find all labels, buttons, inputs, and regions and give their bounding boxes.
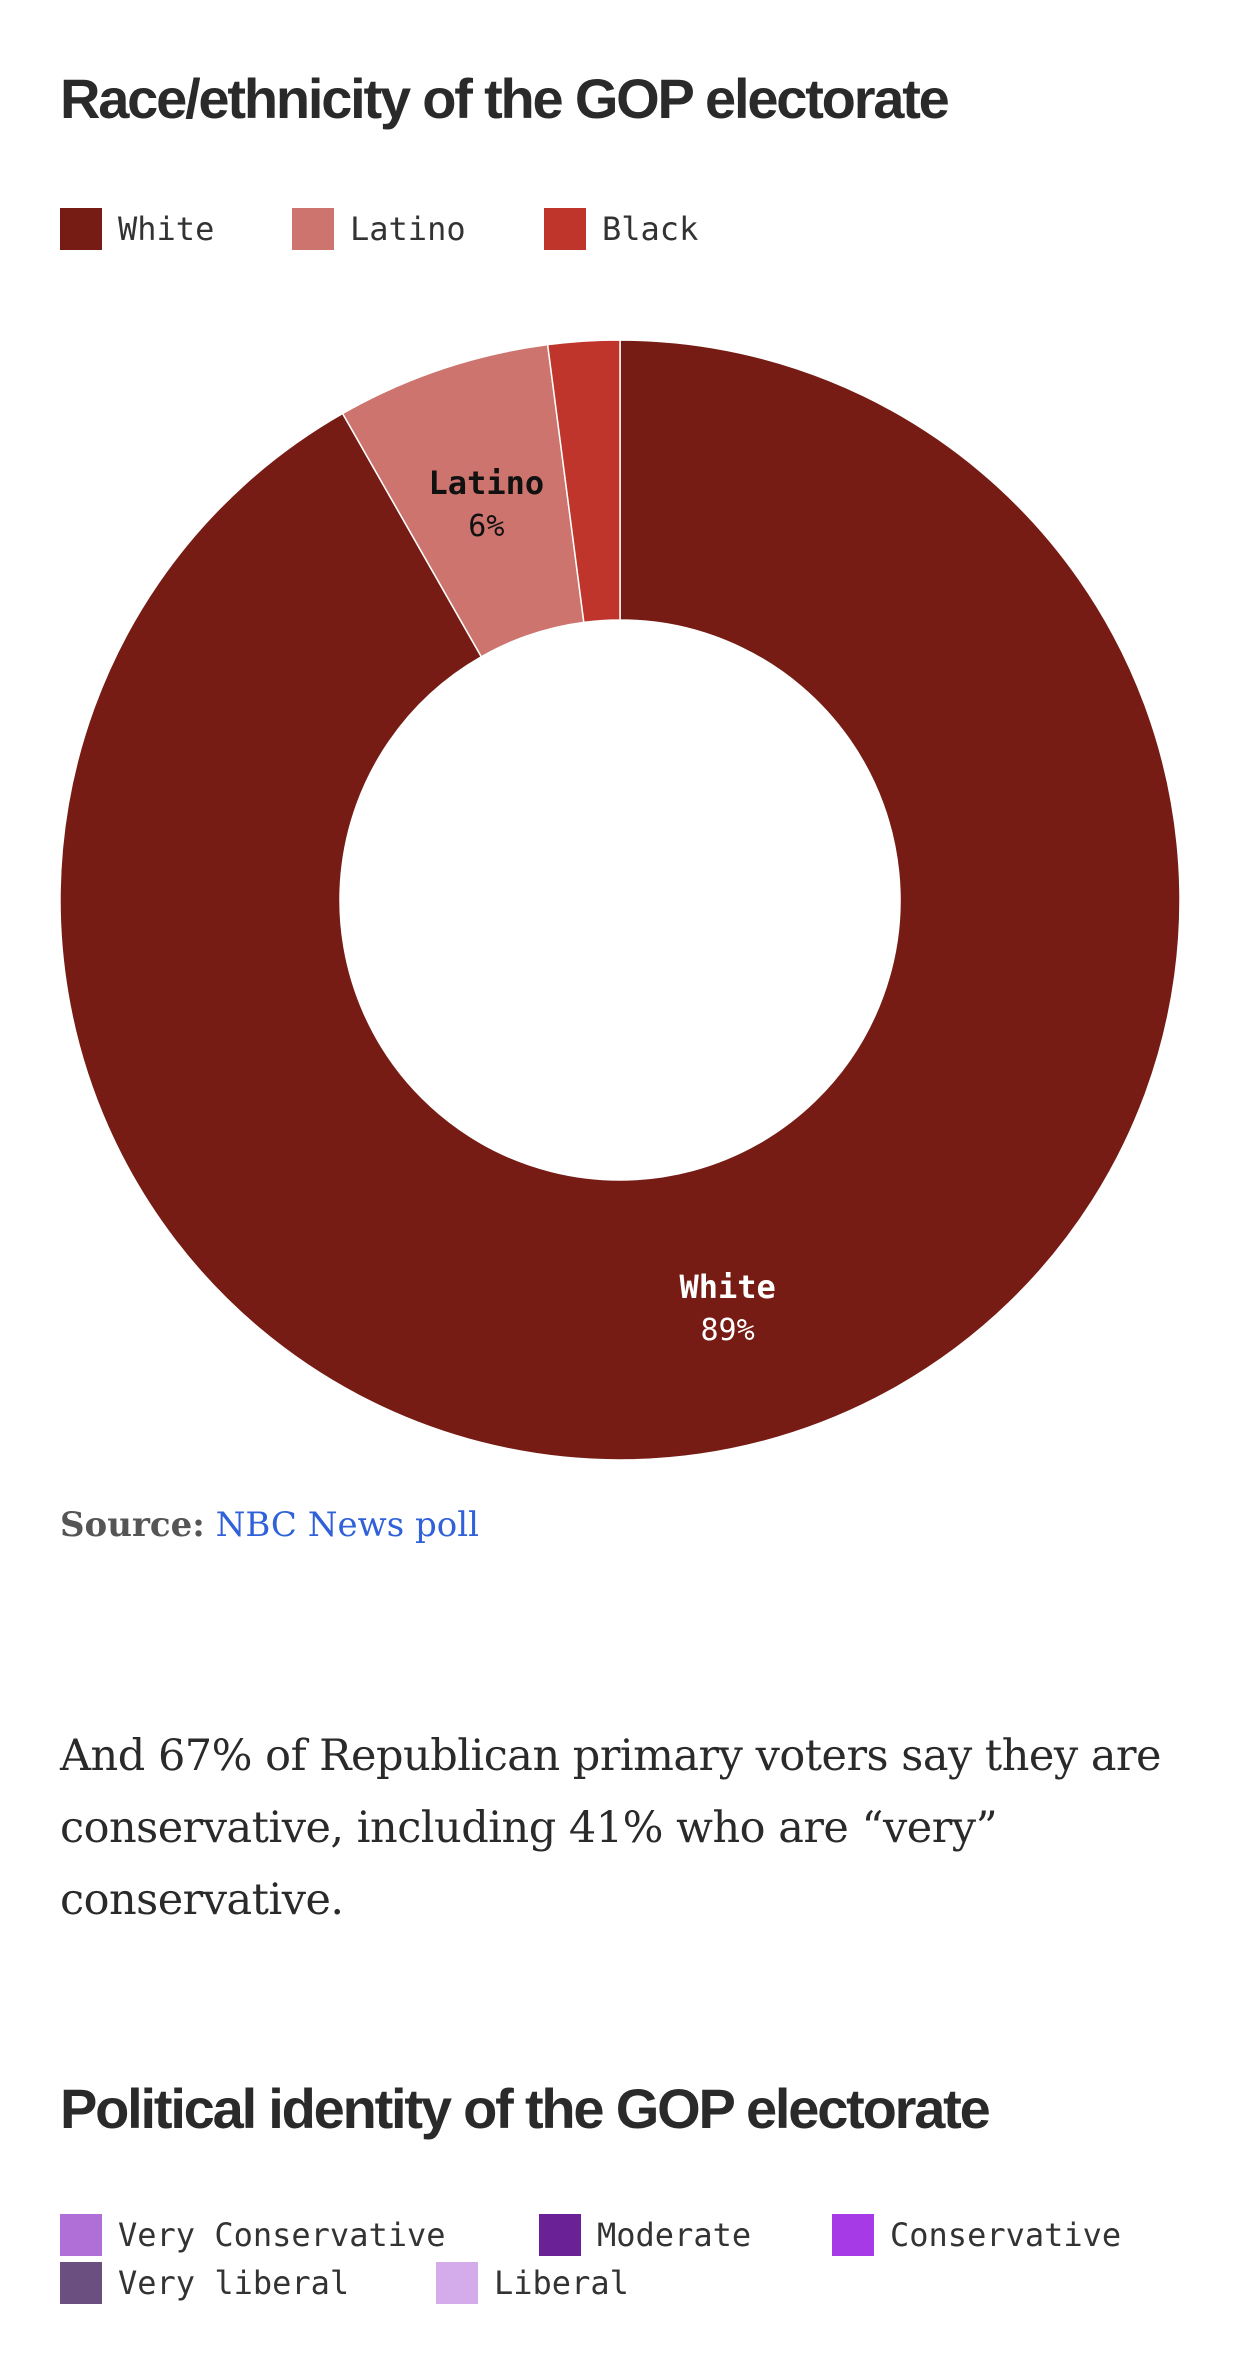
legend-item-white: White [60,208,214,250]
legend-item-black: Black [544,208,698,250]
legend-label-very-conservative: Very Conservative [118,2216,446,2254]
legend-label-latino: Latino [350,210,466,248]
legend-item-very-liberal: Very liberal [60,2262,349,2304]
source-line: Source: NBC News poll [60,1505,479,1545]
donut-chart-race: White 89% Latino 6% [59,339,1181,1461]
legend-item-conservative: Conservative [832,2214,1121,2256]
legend-race: White Latino Black [60,208,1190,252]
chart-title-political-identity: Political identity of the GOP electorate [60,2077,991,2140]
legend-swatch-moderate [539,2214,581,2256]
donut-slice-black [546,339,621,624]
legend-label-black: Black [602,210,699,248]
legend-item-liberal: Liberal [436,2262,629,2304]
body-paragraph: And 67% of Republican primary voters say… [60,1731,1161,1925]
legend-item-moderate: Moderate [539,2214,751,2256]
legend-political-identity: Very Conservative Moderate Conservative Ver… [60,2214,1190,2308]
legend-label-white: White [118,210,215,248]
legend-swatch-liberal [436,2262,478,2304]
legend-label-conservative: Conservative [890,2216,1122,2254]
legend-item-latino: Latino [292,208,466,250]
slice-label-white: White [679,1268,775,1306]
legend-label-moderate: Moderate [597,2216,752,2254]
chart-title-race: Race/ethnicity of the GOP electorate [60,67,950,130]
slice-label-latino: Latino [429,464,545,502]
slice-value-white: 89% [701,1313,755,1348]
legend-swatch-black [544,208,586,250]
slice-value-latino: 6% [468,509,504,544]
legend-label-very-liberal: Very liberal [118,2264,350,2302]
legend-swatch-very-conservative [60,2214,102,2256]
donut-slice-white [59,339,1181,1461]
source-link[interactable]: NBC News poll [215,1505,479,1545]
legend-swatch-white [60,208,102,250]
legend-item-very-conservative: Very Conservative [60,2214,446,2256]
source-label: Source: [60,1505,205,1545]
legend-swatch-latino [292,208,334,250]
legend-swatch-very-liberal [60,2262,102,2304]
legend-swatch-conservative [832,2214,874,2256]
legend-label-liberal: Liberal [494,2264,629,2302]
